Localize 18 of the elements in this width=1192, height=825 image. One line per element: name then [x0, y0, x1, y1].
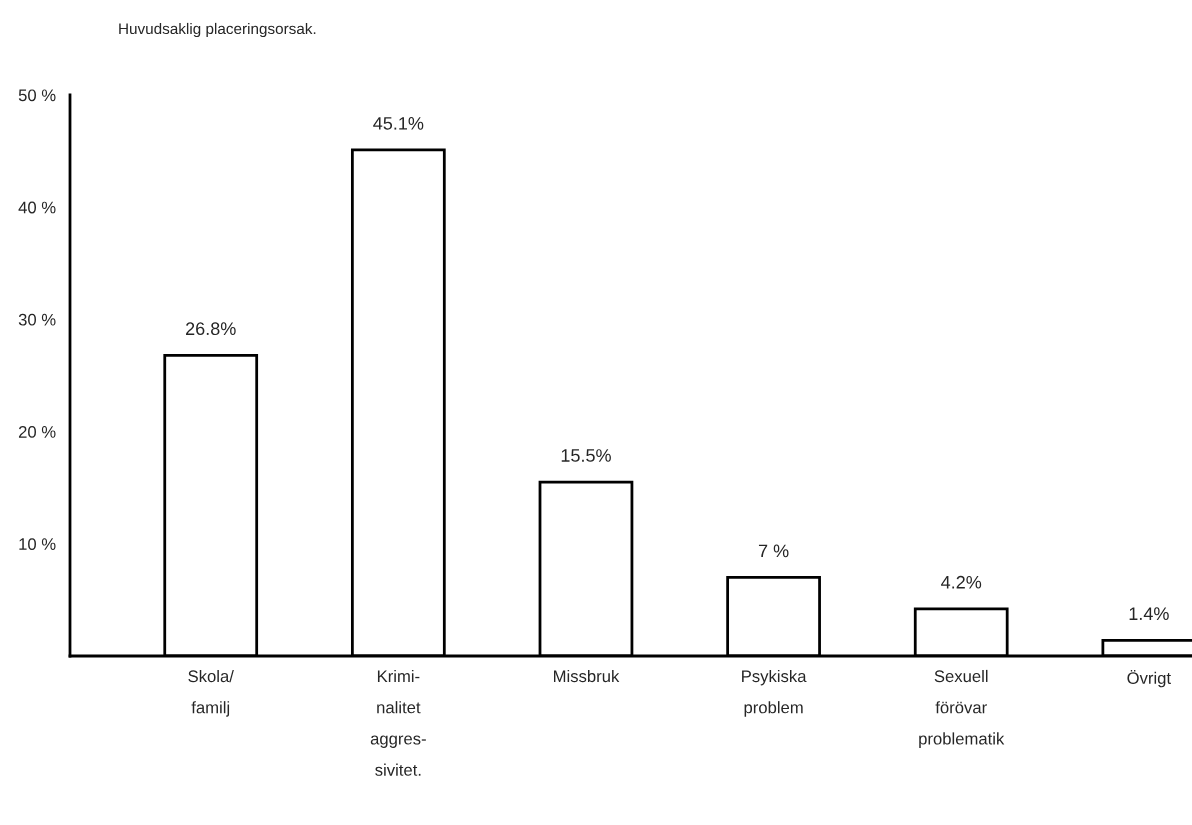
data-label: 15.5%: [561, 449, 611, 462]
category-label: Krimi- nalitet aggres- sivitet.: [370, 669, 426, 776]
x-tick-label: Missbruk: [554, 669, 620, 683]
chart-title: Huvudsaklig placeringsorsak.: [119, 22, 316, 38]
y-tick-label: 50 %: [18, 89, 56, 102]
x-tick-label: Skola/ familj: [188, 669, 234, 717]
x-tick-label: Övrigt: [1127, 669, 1171, 688]
data-label: 26.8%: [186, 322, 236, 336]
y-tick-label: 30 %: [18, 313, 56, 326]
y-tick-label: 40 %: [18, 201, 56, 214]
data-label: 45.1%: [373, 117, 424, 130]
x-tick-label: Psykiska problem: [742, 669, 807, 717]
y-tick-label: 10 %: [19, 538, 56, 550]
data-label: 4.2%: [941, 575, 982, 589]
y-tick-label: 20 %: [18, 426, 56, 438]
x-tick-label: Sexuell förövar problematik: [919, 669, 1005, 748]
data-label: 7 %: [758, 544, 789, 558]
data-label: 1.4%: [1129, 607, 1169, 620]
